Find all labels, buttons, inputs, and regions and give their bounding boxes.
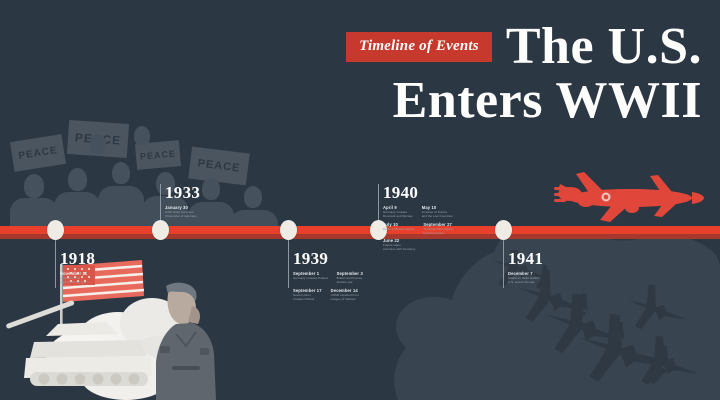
- marker-date-entry: December 14 USSR expelled from League of N…: [331, 288, 359, 302]
- title-row-1: Timeline of Events The U.S.: [282, 18, 702, 75]
- page-title-line1: The U.S.: [505, 18, 702, 75]
- timeline-marker-1940[interactable]: 1940 April 9 Germany invades Denmark and No…: [383, 184, 461, 252]
- marker-date-body: Germany invades Poland: [293, 276, 328, 281]
- crowd-figure: [24, 174, 44, 198]
- crowd-figure: [244, 186, 262, 208]
- timeline-node-1933[interactable]: [152, 220, 169, 240]
- timeline-marker-1918[interactable]: 1918 November 11 Armistice ends the First W…: [60, 250, 95, 285]
- marker-date-label: July 10: [383, 221, 398, 227]
- marker-date-label: September 17: [293, 287, 322, 293]
- timeline-marker-1941[interactable]: 1941 December 7 Attack on Pearl Harbor U.S.…: [508, 250, 543, 285]
- marker-dates: January 30 Adolf Hitler becomes Chancellor…: [165, 205, 200, 219]
- marker-date-body: USSR expelled from League of Nations: [330, 292, 359, 301]
- marker-year: 1918: [60, 249, 96, 268]
- marker-date-body: Germany invades Denmark and Norway: [383, 210, 413, 218]
- peace-protest-crowd-photo: PEACE PEACE PEACE PEACE PEACE: [0, 116, 294, 236]
- marker-date-body: Invasion of France and the Low Countries: [421, 210, 453, 218]
- peace-sign: PEACE: [66, 119, 130, 159]
- timeline-marker-1933[interactable]: 1933 January 30 Adolf Hitler becomes Chance…: [165, 184, 200, 219]
- marker-dates: December 7 Attack on Pearl Harbor U.S. ent…: [508, 271, 543, 285]
- timeline-badge: Timeline of Events: [346, 31, 492, 62]
- marker-date-body: Armistice ends the First World War: [60, 276, 87, 284]
- timeline-bar-main: [0, 226, 720, 234]
- crowd-figure: [202, 178, 220, 200]
- marker-date-label: May 10: [421, 205, 437, 210]
- timeline-node-1940[interactable]: [370, 220, 387, 240]
- tank-flag-soldier-collage: [6, 260, 216, 400]
- marker-dates: April 9 Germany invades Denmark and Norway…: [383, 205, 461, 252]
- crowd-figure: [68, 168, 87, 191]
- marker-date-entry: June 22 France signs armistice with German…: [383, 238, 415, 252]
- marker-date-label: September 27: [423, 221, 452, 227]
- marker-date-label: September 3: [336, 271, 363, 276]
- marker-dates: September 1 Germany invades Poland Septemb…: [293, 271, 371, 301]
- marker-date-body: Tripartite Pact signed by Axis powers: [423, 226, 453, 235]
- red-bomber-silhouette: [554, 172, 704, 222]
- marker-date-entry: April 9 Germany invades Denmark and Norway: [383, 205, 413, 219]
- timeline-stem-1933: [160, 184, 161, 232]
- bomber-silhouette: [545, 293, 626, 356]
- marker-year: 1941: [508, 249, 544, 268]
- timeline-node-1941[interactable]: [495, 220, 512, 240]
- timeline-marker-1939[interactable]: 1939 September 1 Germany invades Poland Sep…: [293, 250, 371, 301]
- timeline-stem-1918: [55, 240, 56, 288]
- marker-dates: November 11 Armistice ends the First World…: [60, 271, 95, 285]
- marker-date-entry: November 11 Armistice ends the First World…: [60, 271, 87, 285]
- female-soldier: [156, 282, 216, 400]
- peace-sign: PEACE: [9, 134, 67, 172]
- marker-date-body: Battle of Britain begins: [383, 226, 415, 231]
- crowd-figure: [134, 126, 150, 146]
- marker-date-entry: September 27 Tripartite Pact signed by Axi…: [423, 222, 452, 236]
- marker-date-label: April 9: [383, 205, 397, 210]
- marker-date-body: Attack on Pearl Harbor U.S. enters the wa…: [508, 276, 540, 284]
- white-tank: [6, 300, 152, 386]
- timeline-bar-shadow: [0, 234, 720, 239]
- timeline-stem-1941: [503, 240, 504, 288]
- page-title-line2: Enters WWII: [392, 71, 702, 129]
- cloud-landmass-shape: [394, 230, 720, 400]
- marker-date-entry: July 10 Battle of Britain begins: [383, 222, 414, 236]
- bomber-silhouette: [633, 335, 700, 385]
- marker-date-label: December 14: [330, 287, 358, 293]
- crowd-figure: [90, 134, 106, 154]
- marker-date-label: September 1: [293, 271, 320, 276]
- crowd-figure: [112, 162, 130, 184]
- marker-date-entry: December 7 Attack on Pearl Harbor U.S. ent…: [508, 271, 539, 285]
- bomber-silhouette: [578, 313, 671, 385]
- marker-date-entry: January 30 Adolf Hitler becomes Chancellor…: [165, 205, 197, 219]
- marker-date-entry: September 3 Britain and France declare war: [337, 271, 363, 285]
- marker-date-body: Adolf Hitler becomes Chancellor of German…: [165, 210, 197, 218]
- smoke-cloud: [46, 298, 194, 400]
- marker-year: 1940: [383, 183, 419, 202]
- marker-date-body: France signs armistice with Germany: [383, 243, 416, 252]
- peace-sign: PEACE: [134, 140, 182, 170]
- peace-sign: PEACE: [188, 146, 250, 186]
- marker-date-label: June 22: [383, 238, 400, 244]
- title-row-2: Enters WWII: [282, 74, 702, 126]
- timeline-bar: [0, 226, 720, 240]
- marker-date-body: Soviet Union invades Poland: [293, 292, 315, 301]
- marker-date-entry: May 10 Invasion of France and the Low Coun…: [422, 205, 453, 219]
- marker-year: 1933: [165, 183, 201, 202]
- timeline-node-1939[interactable]: [280, 220, 297, 240]
- marker-date-label: January 30: [165, 205, 188, 210]
- header: Timeline of Events The U.S. Enters WWII: [282, 18, 702, 126]
- timeline-node-1918[interactable]: [47, 220, 64, 240]
- timeline-stem-1939: [288, 240, 289, 288]
- timeline-stem-1940: [378, 184, 379, 232]
- marker-date-entry: September 1 Germany invades Poland: [293, 271, 328, 285]
- marker-date-body: Britain and France declare war: [336, 276, 363, 284]
- bomber-silhouette: [627, 284, 689, 330]
- marker-year: 1939: [293, 249, 329, 268]
- marker-date-entry: September 17 Soviet Union invades Poland: [293, 288, 322, 302]
